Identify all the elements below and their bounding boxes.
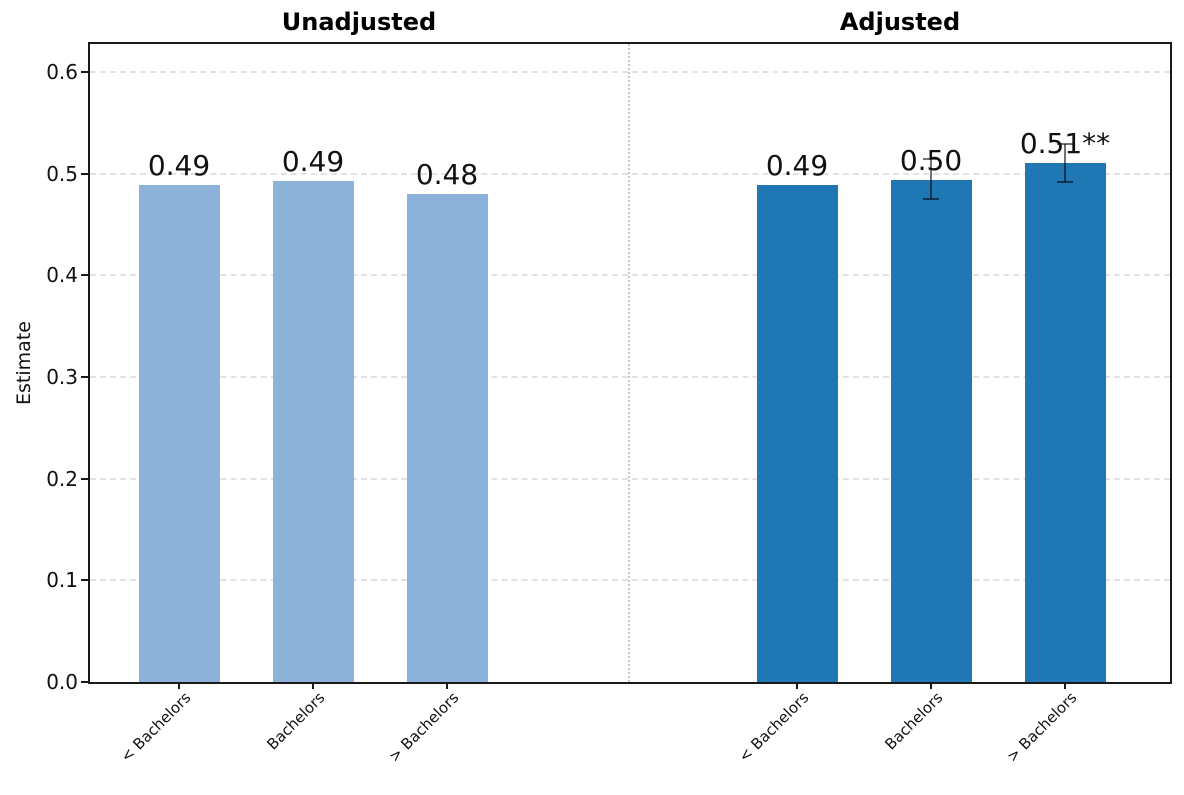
y-tick-label: 0.5: [46, 161, 78, 186]
y-tick-label: 0.6: [46, 59, 78, 84]
y-tick-label: 0.0: [46, 670, 78, 694]
x-tick-label: < Bachelors: [735, 688, 813, 766]
panel-divider: [628, 44, 630, 682]
gridline: [90, 172, 1170, 175]
error-bar-cap-top: [1057, 143, 1073, 146]
bar: [890, 179, 972, 682]
gridline: [90, 477, 1170, 480]
bar-value-label: 0.49: [765, 148, 829, 182]
panel-title-adjusted: Adjusted: [839, 8, 961, 36]
y-tick-label: 0.4: [46, 263, 78, 288]
bar-value-label: 0.50: [899, 143, 963, 177]
bar-value-label: 0.51**: [1019, 127, 1111, 161]
gridline: [90, 375, 1170, 378]
error-bar-cap-top: [923, 157, 939, 160]
error-bar: [930, 158, 932, 199]
y-tick-mark: [81, 681, 88, 683]
bar-value-label: 0.49: [281, 144, 345, 178]
bar: [406, 193, 488, 682]
x-tick-mark: [446, 682, 448, 689]
y-tick-label: 0.1: [46, 568, 78, 593]
x-tick-mark: [312, 682, 314, 689]
bar-value-label: 0.48: [415, 157, 479, 191]
y-tick-mark: [81, 579, 88, 582]
y-tick-mark: [81, 70, 88, 73]
gridline: [90, 70, 1170, 73]
error-bar-cap-bottom: [923, 197, 939, 200]
y-tick-label: 0.3: [46, 364, 78, 389]
y-tick-mark: [81, 172, 88, 175]
bar: [1024, 163, 1106, 682]
error-bar-cap-bottom: [1057, 181, 1073, 184]
bar-value-label: 0.49: [147, 148, 211, 182]
bar: [756, 184, 838, 682]
error-bar: [1064, 144, 1066, 183]
y-tick-mark: [81, 375, 88, 378]
y-tick-mark: [81, 274, 88, 277]
y-axis-label: Estimate: [13, 321, 35, 405]
x-tick-mark: [178, 682, 180, 689]
plot-area: 0.49 0.49 0.48 0.49 0.50 0.51**: [90, 44, 1170, 682]
y-tick-mark: [81, 477, 88, 480]
panel-title-unadjusted: Unadjusted: [281, 8, 437, 36]
y-tick-label: 0.2: [46, 466, 78, 491]
x-tick-mark: [1064, 682, 1066, 689]
gridline: [90, 274, 1170, 277]
bar: [272, 180, 354, 682]
bar: [138, 184, 220, 682]
gridline: [90, 579, 1170, 582]
x-tick-mark: [796, 682, 798, 689]
x-tick-mark: [930, 682, 932, 689]
x-tick-label: < Bachelors: [117, 688, 195, 766]
